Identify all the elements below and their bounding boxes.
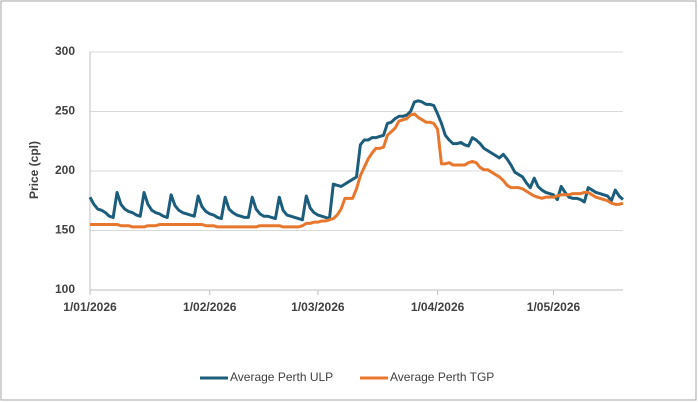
x-tick-label: 1/05/2026: [527, 300, 581, 314]
legend-label: Average Perth TGP: [390, 370, 494, 384]
data-line: [90, 112, 624, 229]
y-tick-label: 150: [55, 223, 75, 237]
x-tick-label: 1/03/2026: [291, 300, 345, 314]
legend-label: Average Perth ULP: [230, 370, 333, 384]
x-tick-label: 1/02/2026: [183, 300, 237, 314]
x-tick-label: 1/04/2026: [411, 300, 465, 314]
y-tick-label: 200: [55, 163, 75, 177]
x-tick-label: 1/01/2026: [63, 300, 117, 314]
data-line: [88, 99, 625, 222]
y-tick-label: 100: [55, 282, 75, 296]
y-tick-label: 250: [55, 104, 75, 118]
y-axis-title: Price (cpl): [27, 141, 41, 199]
y-tick-label: 300: [55, 44, 75, 58]
